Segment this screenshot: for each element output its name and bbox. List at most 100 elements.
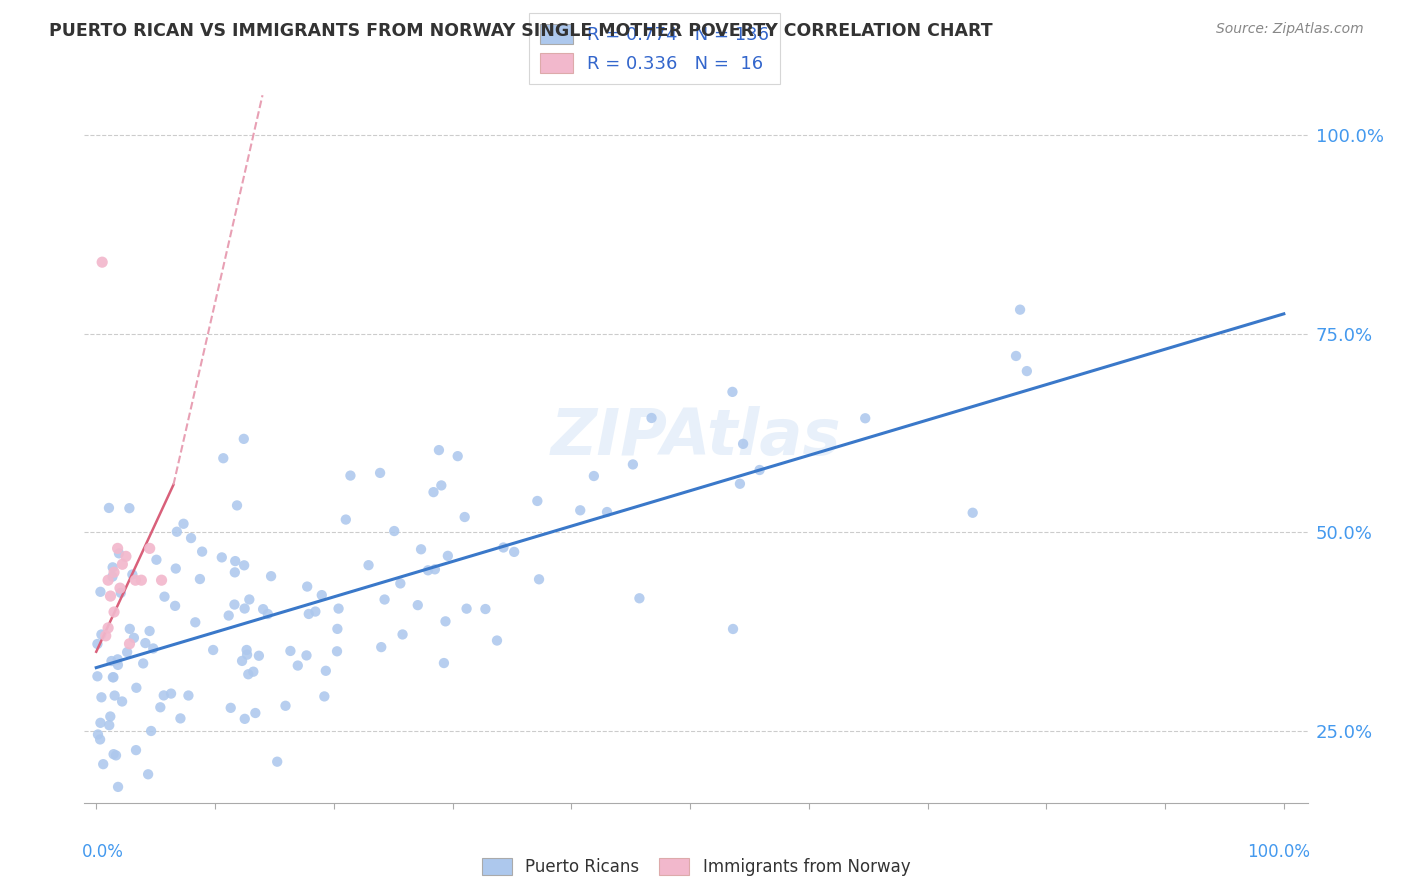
Point bbox=[152, 689, 174, 703]
Point bbox=[382, 524, 405, 538]
Point bbox=[91, 757, 114, 772]
Point bbox=[101, 569, 124, 583]
Point bbox=[391, 627, 413, 641]
Point bbox=[456, 601, 478, 615]
Point bbox=[569, 503, 592, 517]
Point bbox=[166, 524, 188, 539]
Point bbox=[582, 469, 605, 483]
Point bbox=[97, 500, 120, 515]
Point bbox=[280, 644, 302, 658]
Point bbox=[138, 541, 160, 556]
Point bbox=[298, 607, 321, 621]
Point bbox=[492, 541, 515, 555]
Point bbox=[134, 636, 156, 650]
Point bbox=[218, 608, 240, 623]
Point bbox=[853, 411, 876, 425]
Point bbox=[118, 622, 141, 636]
Point bbox=[233, 601, 256, 615]
Point bbox=[212, 451, 235, 466]
Point bbox=[211, 550, 233, 565]
Point bbox=[315, 664, 337, 678]
Point bbox=[86, 637, 108, 651]
Point bbox=[118, 501, 141, 516]
Point bbox=[527, 572, 550, 586]
Point bbox=[142, 641, 165, 656]
Point bbox=[89, 732, 111, 747]
Point bbox=[87, 727, 110, 741]
Point bbox=[311, 588, 333, 602]
Point bbox=[260, 569, 283, 583]
Text: Source: ZipAtlas.com: Source: ZipAtlas.com bbox=[1216, 22, 1364, 37]
Point bbox=[103, 670, 125, 684]
Point bbox=[103, 566, 125, 580]
Point bbox=[90, 627, 112, 641]
Point bbox=[628, 591, 651, 606]
Point bbox=[105, 748, 128, 763]
Point bbox=[90, 690, 112, 705]
Point bbox=[101, 670, 124, 684]
Point bbox=[94, 629, 117, 643]
Point bbox=[111, 694, 134, 708]
Point bbox=[115, 549, 138, 564]
Point bbox=[238, 667, 260, 681]
Point bbox=[287, 658, 309, 673]
Point bbox=[131, 573, 153, 587]
Point bbox=[100, 654, 122, 668]
Point bbox=[118, 637, 141, 651]
Point bbox=[173, 516, 195, 531]
Point bbox=[111, 558, 134, 572]
Point bbox=[339, 468, 361, 483]
Point bbox=[721, 384, 744, 399]
Point bbox=[640, 411, 662, 425]
Point bbox=[422, 485, 444, 500]
Point bbox=[245, 706, 267, 720]
Point bbox=[139, 723, 162, 738]
Point bbox=[474, 602, 496, 616]
Point bbox=[136, 767, 159, 781]
Point bbox=[430, 478, 453, 492]
Point bbox=[409, 542, 432, 557]
Point bbox=[184, 615, 207, 630]
Point bbox=[453, 510, 475, 524]
Point bbox=[232, 432, 254, 446]
Point bbox=[304, 605, 326, 619]
Point bbox=[149, 700, 172, 714]
Point bbox=[433, 656, 456, 670]
Point bbox=[224, 566, 246, 580]
Point bbox=[370, 640, 392, 654]
Point bbox=[107, 657, 129, 672]
Point bbox=[202, 643, 225, 657]
Point bbox=[721, 622, 744, 636]
Point bbox=[423, 562, 446, 576]
Point bbox=[357, 558, 380, 573]
Text: 0.0%: 0.0% bbox=[82, 843, 124, 861]
Point bbox=[326, 622, 349, 636]
Point bbox=[89, 715, 111, 730]
Point bbox=[103, 605, 125, 619]
Point bbox=[526, 494, 548, 508]
Point bbox=[110, 586, 132, 600]
Point bbox=[437, 549, 460, 563]
Text: ZIPAtlas: ZIPAtlas bbox=[551, 406, 841, 468]
Point bbox=[89, 584, 111, 599]
Point bbox=[169, 711, 191, 725]
Point bbox=[98, 709, 121, 723]
Point bbox=[103, 747, 125, 761]
Point bbox=[406, 598, 429, 612]
Point bbox=[1015, 364, 1038, 378]
Legend: Puerto Ricans, Immigrants from Norway: Puerto Ricans, Immigrants from Norway bbox=[475, 851, 917, 883]
Point bbox=[266, 755, 288, 769]
Point bbox=[107, 652, 129, 666]
Text: PUERTO RICAN VS IMMIGRANTS FROM NORWAY SINGLE MOTHER POVERTY CORRELATION CHART: PUERTO RICAN VS IMMIGRANTS FROM NORWAY S… bbox=[49, 22, 993, 40]
Point bbox=[224, 598, 246, 612]
Point bbox=[328, 601, 350, 615]
Point bbox=[434, 615, 457, 629]
Point bbox=[242, 665, 264, 679]
Point bbox=[1005, 349, 1028, 363]
Point bbox=[121, 567, 143, 582]
Point bbox=[115, 645, 138, 659]
Point bbox=[733, 437, 755, 451]
Point bbox=[295, 580, 318, 594]
Point bbox=[447, 449, 470, 463]
Point bbox=[98, 718, 121, 732]
